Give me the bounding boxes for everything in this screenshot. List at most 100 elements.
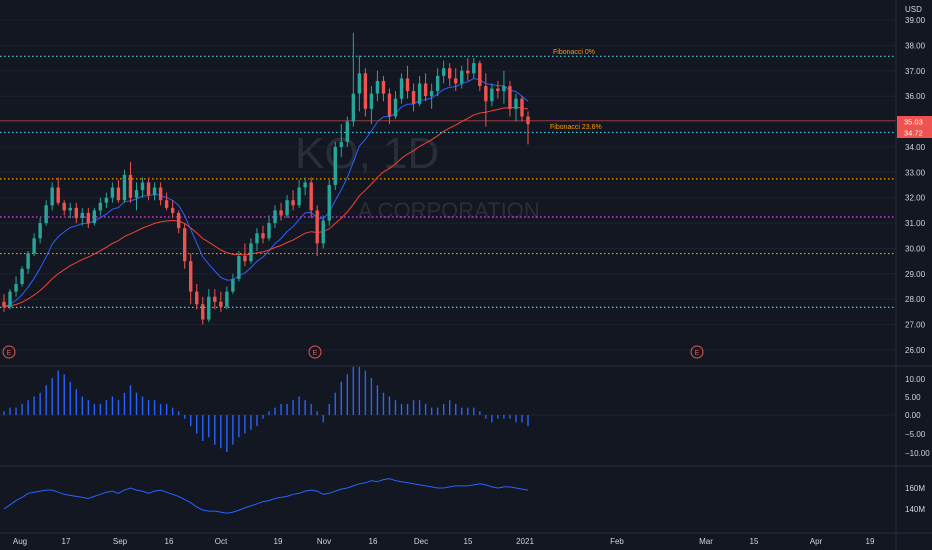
candle[interactable] — [520, 96, 524, 122]
candle[interactable] — [369, 86, 374, 125]
candle-body — [182, 228, 187, 262]
candle[interactable] — [231, 273, 235, 295]
candle[interactable] — [219, 291, 223, 312]
candle[interactable] — [381, 75, 386, 102]
candle[interactable] — [146, 177, 151, 201]
candle[interactable] — [116, 179, 121, 203]
candle[interactable] — [2, 294, 6, 312]
candle[interactable] — [225, 286, 229, 310]
candle[interactable] — [243, 243, 247, 267]
candle[interactable] — [357, 55, 362, 112]
candle[interactable] — [201, 296, 205, 325]
candle[interactable] — [429, 83, 434, 109]
candle[interactable] — [363, 68, 368, 117]
candle[interactable] — [387, 88, 392, 125]
earnings-marker[interactable]: E — [690, 345, 704, 359]
candle-body — [393, 98, 398, 117]
candle[interactable] — [104, 192, 109, 208]
candle[interactable] — [140, 177, 145, 198]
candle[interactable] — [526, 111, 530, 145]
candle[interactable] — [285, 195, 289, 218]
candle[interactable] — [20, 266, 24, 287]
candle-body — [291, 200, 295, 206]
candle[interactable] — [339, 124, 343, 158]
candle[interactable] — [26, 251, 30, 274]
candle[interactable] — [321, 215, 325, 249]
candle[interactable] — [8, 289, 12, 310]
candle[interactable] — [327, 179, 331, 226]
candle[interactable] — [279, 202, 283, 221]
candle[interactable] — [315, 205, 319, 257]
candle[interactable] — [14, 276, 18, 297]
candle[interactable] — [213, 289, 217, 310]
candle[interactable] — [92, 207, 97, 226]
candle[interactable] — [44, 200, 48, 226]
candle[interactable] — [62, 200, 66, 216]
time-axis[interactable]: Aug 17 Sep 16 Oct 19 Nov 16 Dec 15 2021 Feb Mar 15 Apr… — [13, 537, 875, 546]
candle[interactable] — [490, 83, 494, 107]
candle[interactable] — [273, 205, 277, 229]
candle[interactable] — [68, 202, 72, 218]
candle[interactable] — [333, 141, 337, 191]
earnings-markers[interactable]: E E E — [2, 345, 704, 359]
candle[interactable] — [303, 177, 307, 196]
candle[interactable] — [502, 70, 506, 104]
candle[interactable] — [393, 91, 398, 119]
candle[interactable] — [454, 68, 458, 92]
candle[interactable] — [50, 182, 54, 211]
candle[interactable] — [170, 200, 175, 218]
candle[interactable] — [207, 289, 211, 323]
candle[interactable] — [32, 233, 36, 257]
candle[interactable] — [466, 58, 470, 81]
candle[interactable] — [134, 182, 139, 211]
candle[interactable] — [514, 93, 518, 122]
candle[interactable] — [98, 197, 103, 216]
candle[interactable] — [56, 177, 60, 206]
earnings-marker[interactable]: E — [308, 345, 322, 359]
candle[interactable] — [267, 215, 271, 241]
candle[interactable] — [472, 58, 476, 79]
candle[interactable] — [152, 182, 157, 201]
candle[interactable] — [237, 251, 241, 282]
candle[interactable] — [297, 179, 301, 208]
candle[interactable] — [423, 73, 428, 102]
candle[interactable] — [261, 225, 265, 244]
candle[interactable] — [435, 68, 440, 97]
candle[interactable] — [460, 65, 464, 89]
candle[interactable] — [496, 80, 500, 99]
candle[interactable] — [189, 253, 193, 305]
candle[interactable] — [484, 73, 488, 127]
candle[interactable] — [411, 83, 416, 112]
candle[interactable] — [478, 60, 482, 92]
candle[interactable] — [122, 169, 127, 203]
candle[interactable] — [441, 60, 446, 84]
candle[interactable] — [74, 202, 78, 224]
candle[interactable] — [38, 218, 42, 244]
candle[interactable] — [405, 65, 410, 99]
candle[interactable] — [417, 75, 422, 107]
candle[interactable] — [128, 162, 133, 203]
candle[interactable] — [351, 32, 356, 127]
candle[interactable] — [80, 207, 84, 226]
candle[interactable] — [164, 192, 169, 211]
time-tick-label: 19 — [274, 537, 283, 546]
candle[interactable] — [176, 210, 181, 234]
candle[interactable] — [291, 190, 295, 211]
candle[interactable] — [399, 73, 404, 104]
candle[interactable] — [249, 238, 253, 264]
earnings-marker[interactable]: E — [2, 345, 16, 359]
candlestick-series[interactable] — [2, 32, 530, 325]
candle[interactable] — [309, 177, 313, 218]
candle[interactable] — [508, 80, 512, 117]
candle[interactable] — [255, 228, 259, 251]
candle[interactable] — [158, 182, 163, 206]
candle[interactable] — [448, 63, 452, 86]
candle[interactable] — [86, 207, 91, 229]
candle[interactable] — [375, 70, 380, 102]
candle[interactable] — [195, 284, 199, 310]
candle[interactable] — [345, 116, 350, 147]
candle[interactable] — [182, 223, 187, 269]
candle[interactable] — [110, 182, 115, 203]
